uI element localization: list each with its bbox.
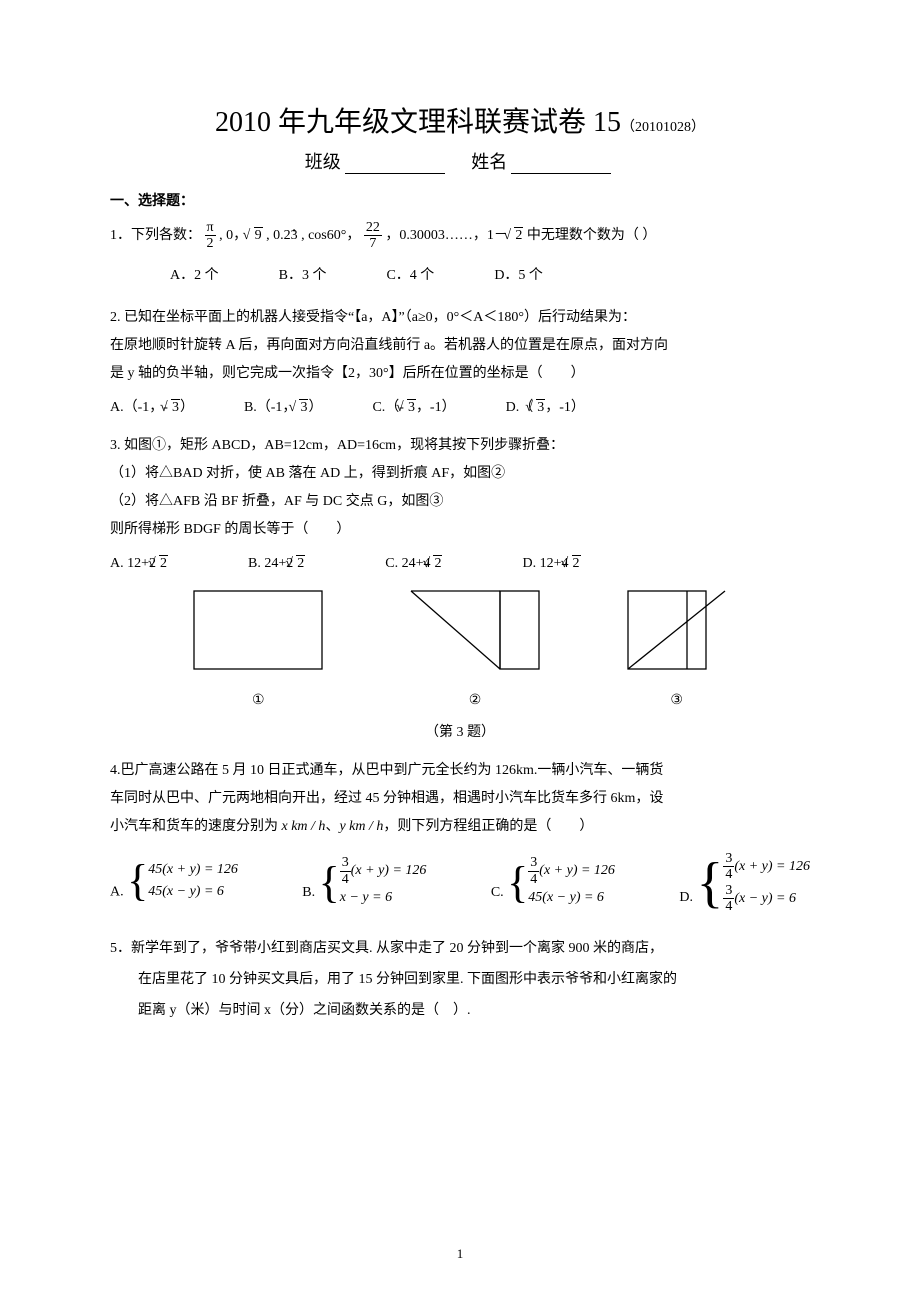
q2-b-sqrt: 3 — [296, 394, 308, 422]
title-sub: （20101028） — [621, 120, 705, 135]
title-row: 2010 年九年级文理科联赛试卷 15（20101028） — [110, 100, 810, 140]
q3-options: A. 12+22 B. 24+22 C. 24+42 D. 12+42 — [110, 550, 810, 578]
name-label: 姓名 — [471, 152, 507, 172]
q2-line2: 在原地顺时针旋转 A 后，再向面对方向沿直线前行 a。若机器人的位置是在原点，面… — [110, 332, 810, 360]
q3-fig1: ① — [193, 590, 323, 715]
q3-opt-d: D. 12+42 — [522, 550, 580, 578]
q1-text-c: , 0.2 — [266, 228, 291, 243]
q3-opt-a: A. 12+22 — [110, 550, 168, 578]
q4-line1: 4.巴广高速公路在 5 月 10 日正式通车，从巴中到广元全长约为 126km.… — [110, 757, 810, 785]
page-number: 1 — [457, 1246, 464, 1262]
q1-text-e: ，0.30003……，1－ — [385, 228, 508, 243]
q2-opt-b: B.（-1，3） — [244, 394, 323, 422]
q1-sqrt2: 2 — [511, 222, 523, 250]
q2-options: A.（-1，-3） B.（-1，3） C.（-3，-1） D.（3，-1） — [110, 394, 810, 422]
q3-cap2: ② — [410, 687, 540, 715]
fold-square-icon — [627, 590, 727, 670]
q4-line2: 车同时从巴中、广元两地相向开出，经过 45 分钟相遇，相遇时小汽车比货车多行 6… — [110, 785, 810, 813]
q4-d-frac2: 34 — [723, 883, 734, 915]
q3-fig2: ② — [410, 590, 540, 715]
q1-frac-pi2: π2 — [205, 220, 216, 252]
q3-diagrams: ① ② ③ — [150, 590, 770, 715]
q4-b-frac: 34 — [340, 855, 351, 887]
fold-diagonal-icon — [410, 590, 540, 670]
q3-line2: （1）将△BAD 对折，使 AB 落在 AD 上，得到折痕 AF，如图② — [110, 460, 810, 488]
section1-heading: 一、选择题： — [110, 190, 810, 210]
q3-line4: 则所得梯形 BDGF 的周长等于（ ） — [110, 516, 810, 544]
question-1: 1．下列各数： π2 , 0， 9 , 0.23 , cos60°， 227 ，… — [110, 220, 810, 290]
q1-repeating-3: 3 — [291, 228, 298, 243]
q2-line3: 是 y 轴的负半轴，则它完成一次指令【2，30°】后所在位置的坐标是（ ） — [110, 360, 810, 388]
q4-opt-c: C. { 34(x + y) = 126 45(x − y) = 6 — [491, 855, 615, 909]
q5-line2: 在店里花了 10 分钟买文具后，用了 15 分钟回到家里. 下面图形中表示爷爷和… — [110, 965, 810, 996]
q3-d-sqrt: 2 — [569, 550, 581, 578]
q4-line3: 小汽车和货车的速度分别为 x km / h、y km / h，则下列方程组正确的… — [110, 813, 810, 841]
q1-opt-b: B．3 个 — [279, 262, 327, 290]
q3-line3: （2）将△AFB 沿 BF 折叠，AF 与 DC 交点 G，如图③ — [110, 488, 810, 516]
q5-line1: 5．新学年到了，爷爷带小红到商店买文具. 从家中走了 20 分钟到一个离家 90… — [110, 934, 810, 965]
q3-opt-b: B. 24+22 — [248, 550, 305, 578]
q1-options: A．2 个 B．3 个 C．4 个 D．5 个 — [170, 262, 810, 290]
question-4: 4.巴广高速公路在 5 月 10 日正式通车，从巴中到广元全长约为 126km.… — [110, 757, 810, 915]
q3-c-sqrt: 2 — [430, 550, 442, 578]
q2-d-sqrt: 3 — [533, 394, 545, 422]
q3-cap1: ① — [193, 687, 323, 715]
question-5: 5．新学年到了，爷爷带小红到商店买文具. 从家中走了 20 分钟到一个离家 90… — [110, 934, 810, 1026]
q2-line1: 2. 已知在坐标平面上的机器人接受指令“【a，A】”（a≥0，0°＜A＜180°… — [110, 304, 810, 332]
class-label: 班级 — [305, 152, 341, 172]
q4-opt-b: B. { 34(x + y) = 126 x − y = 6 — [302, 855, 426, 909]
rectangle-icon — [193, 590, 323, 670]
q1-text-a: 1．下列各数： — [110, 228, 201, 243]
q2-opt-c: C.（-3，-1） — [372, 394, 455, 422]
q3-line1: 3. 如图①，矩形 ABCD，AB=12cm，AD=16cm，现将其按下列步骤折… — [110, 432, 810, 460]
title-main: 2010 年九年级文理科联赛试卷 15 — [215, 107, 621, 138]
q1-opt-d: D．5 个 — [494, 262, 543, 290]
q4-opt-a: A. {45(x + y) = 12645(x − y) = 6 — [110, 859, 238, 906]
q1-sqrt9: 9 — [251, 222, 263, 250]
q4-d-frac1: 34 — [723, 851, 734, 883]
q2-opt-a: A.（-1，-3） — [110, 394, 194, 422]
question-2: 2. 已知在坐标平面上的机器人接受指令“【a，A】”（a≥0，0°＜A＜180°… — [110, 304, 810, 422]
q1-opt-c: C．4 个 — [386, 262, 434, 290]
q4-c-frac: 34 — [528, 855, 539, 887]
q2-opt-d: D.（3，-1） — [506, 394, 585, 422]
name-blank — [511, 154, 611, 174]
q1-text-d: , cos60°， — [301, 228, 360, 243]
q4-options: A. {45(x + y) = 12645(x − y) = 6 B. { 34… — [110, 851, 810, 915]
q3-b-sqrt: 2 — [293, 550, 305, 578]
q3-fig3: ③ — [627, 590, 727, 715]
q3-cap3: ③ — [627, 687, 727, 715]
name-row: 班级 姓名 — [110, 148, 810, 174]
q2-a-sqrt: 3 — [168, 394, 180, 422]
q2-c-sqrt: 3 — [404, 394, 416, 422]
q5-line3: 距离 y（米）与时间 x（分）之间函数关系的是（ ）. — [110, 996, 810, 1027]
class-blank — [345, 154, 445, 174]
q1-frac-227: 227 — [364, 220, 382, 252]
q1-text-f: 中无理数个数为（ ） — [527, 228, 657, 243]
q3-opt-c: C. 24+42 — [385, 550, 442, 578]
q1-stem: 1．下列各数： π2 , 0， 9 , 0.23 , cos60°， 227 ，… — [110, 220, 810, 252]
q4-opt-d: D. { 34(x + y) = 126 34(x − y) = 6 — [679, 851, 810, 915]
q3-fig-caption: （第 3 题） — [110, 719, 810, 747]
question-3: 3. 如图①，矩形 ABCD，AB=12cm，AD=16cm，现将其按下列步骤折… — [110, 432, 810, 747]
q3-a-sqrt: 2 — [156, 550, 168, 578]
q1-opt-a: A．2 个 — [170, 262, 219, 290]
